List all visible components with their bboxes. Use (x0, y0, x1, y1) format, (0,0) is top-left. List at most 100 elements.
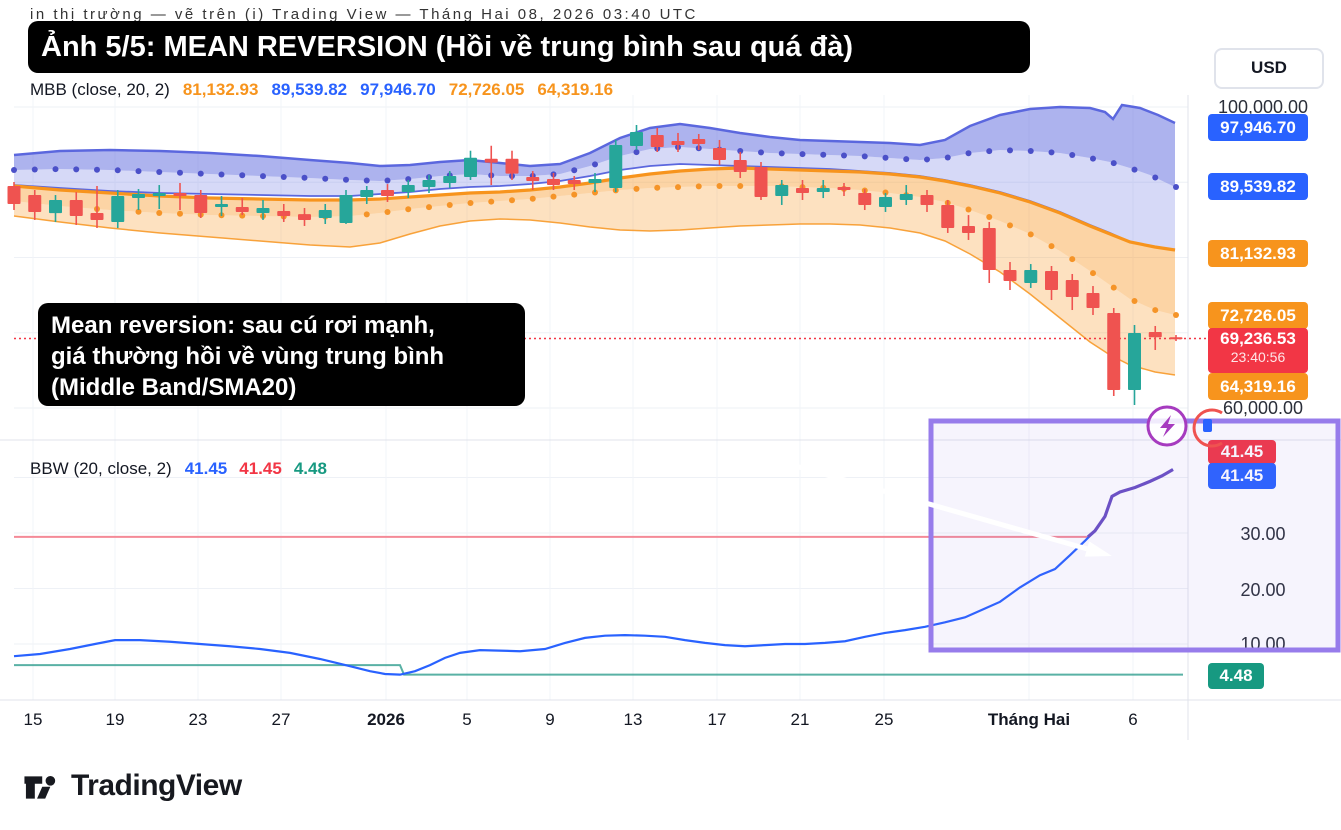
candle-body[interactable] (1169, 337, 1183, 340)
mbb-legend-name[interactable]: MBB (close, 20, 2) (30, 80, 170, 99)
upper1-dot (94, 166, 100, 173)
candle-body[interactable] (484, 158, 498, 163)
lower1-dot (571, 191, 578, 198)
candle-body[interactable] (318, 210, 332, 218)
candle-body[interactable] (899, 193, 913, 201)
candle-body[interactable] (941, 204, 955, 229)
upper1-dot (156, 168, 163, 175)
time-axis-label[interactable]: 25 (874, 710, 894, 729)
candle-body[interactable] (754, 166, 768, 197)
candle-body[interactable] (1086, 293, 1100, 308)
candle-body[interactable] (132, 193, 145, 199)
candle-body[interactable] (401, 185, 415, 193)
price-badge: 81,132.93 (1208, 240, 1308, 267)
bbw-legend[interactable]: BBW (20, close, 2) 41.45 41.45 4.48 (30, 459, 327, 479)
currency-button[interactable]: USD (1214, 48, 1324, 89)
time-axis-label[interactable]: 5 (462, 710, 472, 729)
time-axis-label[interactable]: 9 (545, 710, 555, 729)
candle-body[interactable] (858, 193, 872, 205)
candle-body[interactable] (277, 210, 291, 217)
lower1-dot (654, 184, 661, 191)
candle-body[interactable] (173, 193, 187, 197)
candle-body[interactable] (547, 179, 560, 186)
candle-body[interactable] (733, 160, 747, 173)
candle-body[interactable] (962, 225, 975, 233)
candle-body[interactable] (526, 176, 540, 182)
candle-body[interactable] (1148, 331, 1162, 338)
upper1-dot (861, 153, 868, 160)
lower1-dot (135, 208, 142, 215)
time-axis-label[interactable]: 21 (790, 710, 810, 729)
time-axis-label[interactable]: 2026 (367, 710, 405, 729)
upper1-dot (903, 156, 910, 163)
clipped-header-text: in thị trường — vẽ trên (i) Trading View… (30, 6, 698, 23)
candle-body[interactable] (567, 179, 581, 185)
candle-body[interactable] (256, 207, 270, 214)
candle-body[interactable] (194, 195, 208, 214)
lower1-dot (239, 212, 246, 219)
candle-body[interactable] (381, 190, 394, 197)
tradingview-logo[interactable]: TradingView (20, 766, 242, 806)
candle-body[interactable] (111, 196, 125, 222)
candle-body[interactable] (1107, 312, 1121, 391)
candle-body[interactable] (609, 145, 623, 188)
lower1-dot (592, 189, 598, 196)
candle-body[interactable] (152, 193, 166, 197)
candle-body[interactable] (920, 195, 934, 205)
candle-body[interactable] (505, 158, 519, 174)
candle-body[interactable] (650, 134, 664, 148)
candle-body[interactable] (1003, 269, 1017, 281)
time-axis-label[interactable]: 23 (188, 710, 208, 729)
upper1-dot (986, 148, 993, 155)
candle-body[interactable] (588, 179, 602, 184)
mbb-legend[interactable]: MBB (close, 20, 2) 81,132.93 89,539.82 97,… (30, 80, 613, 100)
upper1-dot (218, 171, 225, 178)
candle-body[interactable] (796, 188, 809, 194)
time-axis-label[interactable]: 17 (707, 710, 727, 729)
candle-body[interactable] (630, 131, 643, 146)
candle-body[interactable] (816, 187, 830, 193)
candle-body[interactable] (49, 200, 62, 214)
candle-body[interactable] (713, 148, 726, 161)
candle-body[interactable] (1024, 269, 1038, 284)
price-badge: 41.45 (1208, 440, 1276, 464)
bar-countdown: 23:40:56 (1230, 349, 1286, 365)
upper1-dot (301, 174, 308, 181)
time-axis-label[interactable]: 19 (105, 710, 125, 729)
candle-body[interactable] (339, 195, 353, 223)
annotation-line-1: Mean reversion: sau cú rơi mạnh, (51, 312, 435, 339)
upper1-dot (778, 150, 785, 157)
upper1-dot (571, 167, 578, 174)
candle-body[interactable] (215, 203, 228, 208)
time-axis-label[interactable]: 13 (623, 710, 643, 729)
candle-body[interactable] (879, 196, 892, 208)
candle-body[interactable] (28, 195, 42, 212)
candle-body[interactable] (235, 207, 249, 212)
candle-body[interactable] (671, 141, 685, 146)
upper1-dot (924, 156, 930, 163)
candle-body[interactable] (982, 228, 996, 270)
time-axis-label[interactable]: 15 (23, 710, 43, 729)
candle-body[interactable] (7, 186, 21, 204)
upper1-dot (965, 150, 972, 157)
candle-body[interactable] (837, 186, 851, 191)
time-axis-label[interactable]: 6 (1128, 710, 1138, 729)
candle-body[interactable] (298, 214, 311, 221)
candle-body[interactable] (1128, 332, 1141, 391)
bbw-legend-name[interactable]: BBW (20, close, 2) (30, 459, 172, 478)
candle-body[interactable] (422, 179, 436, 187)
candle-body[interactable] (464, 157, 477, 177)
lower1-dot (695, 183, 702, 190)
candle-body[interactable] (443, 176, 457, 184)
time-axis-label[interactable]: Tháng Hai (987, 710, 1071, 729)
candle-body[interactable] (692, 138, 706, 145)
candle-body[interactable] (90, 213, 104, 221)
candle-body[interactable] (1065, 279, 1079, 298)
candle-body[interactable] (775, 185, 789, 197)
candle-body[interactable] (1045, 271, 1058, 291)
candle-body[interactable] (69, 200, 83, 217)
lower1-dot (675, 184, 681, 191)
time-axis-label[interactable]: 27 (271, 710, 291, 729)
candle-body[interactable] (360, 190, 374, 197)
